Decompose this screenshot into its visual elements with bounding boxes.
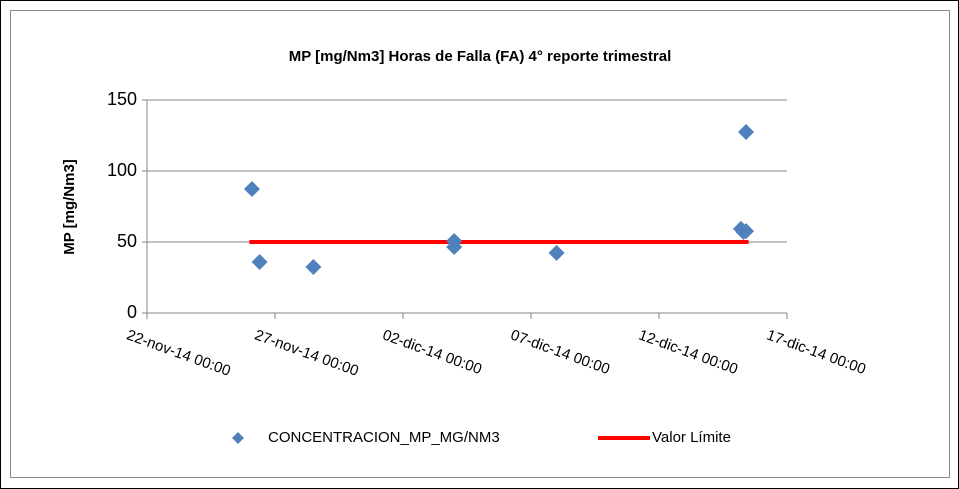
y-tick-label: 0 <box>127 302 137 322</box>
data-point <box>738 123 755 140</box>
data-point <box>251 254 268 271</box>
data-point <box>243 181 260 198</box>
y-tick-label: 150 <box>107 89 137 109</box>
legend-label: CONCENTRACION_MP_MG/NM3 <box>268 429 500 446</box>
y-tick-label: 100 <box>107 160 137 180</box>
y-tick-label: 50 <box>117 231 137 251</box>
data-point <box>738 223 755 240</box>
y-axis-title: MP [mg/Nm3] <box>61 159 78 255</box>
chart-title: MP [mg/Nm3] Horas de Falla (FA) 4° repor… <box>289 48 672 65</box>
legend-label: Valor Límite <box>652 429 731 446</box>
data-point <box>446 238 463 255</box>
legend-swatch <box>232 432 244 444</box>
data-point <box>305 258 322 275</box>
data-point <box>548 244 565 261</box>
